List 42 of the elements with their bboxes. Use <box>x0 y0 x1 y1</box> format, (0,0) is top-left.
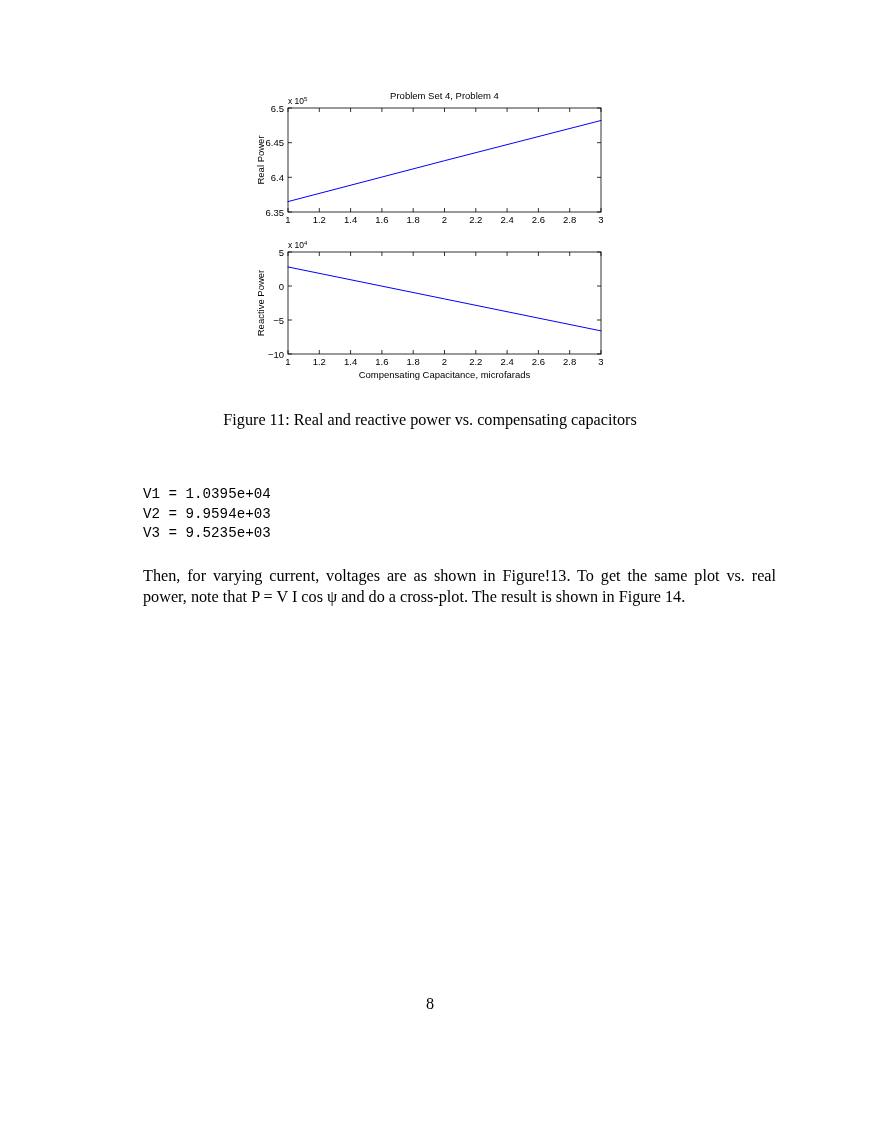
y-tick-label: 6.45 <box>265 137 284 149</box>
y-tick-label: 0 <box>278 280 284 292</box>
x-tick-label: 1.2 <box>312 214 326 225</box>
text: x 10$^{4}$ <box>288 240 309 250</box>
x-tick-label: 2.4 <box>500 214 514 225</box>
x-tick-label: 3 <box>598 356 604 367</box>
x-axis-title: Compensating Capacitance, microfarads <box>358 369 531 380</box>
x-tick-label: 1.6 <box>375 214 389 225</box>
x-tick-label: 2.6 <box>531 356 546 367</box>
x-tick-label: 1.8 <box>406 356 420 367</box>
x-tick-label: 1.8 <box>406 214 420 225</box>
text: V3 = 9.5235e+03 <box>143 524 271 543</box>
x-tick-label: 2.6 <box>531 214 546 225</box>
caption: Figure 11: Real and reactive power vs. compensating capacitors <box>223 410 637 431</box>
y-tick-label: 6.35 <box>265 206 284 218</box>
y-tick-label: 6.4 <box>270 171 284 183</box>
x-tick-label: 1 <box>285 356 291 367</box>
chart-title: Problem Set 4, Problem 4 <box>390 90 499 101</box>
text: Then, for varying current, voltages are as shown in Figure!13. To get the same plot vs. real power, note that P = V I cos ψ and do a cross-plot. The result is shown in Figure 14. <box>143 566 776 608</box>
x-tick-label: 2.8 <box>563 356 577 367</box>
x-tick-label: 1.4 <box>343 214 358 225</box>
y-tick-label: −10 <box>267 348 284 360</box>
x-tick-label: 2.4 <box>500 356 514 367</box>
x-tick-label: 3 <box>598 214 604 225</box>
text: V1 = 1.0395e+04 <box>143 485 271 504</box>
x-tick-label: 1.6 <box>375 356 389 367</box>
text: V2 = 9.9594e+03 <box>143 505 271 524</box>
x-tick-label: 1.4 <box>343 356 358 367</box>
y-tick-label: 5 <box>278 246 284 258</box>
y-axis-title: Real Power <box>255 135 266 185</box>
x-tick-label: 1.2 <box>312 356 326 367</box>
text: 8 <box>425 994 435 1015</box>
y-axis-title: Reactive Power <box>255 269 266 337</box>
x-tick-label: 2.8 <box>563 214 577 225</box>
text: x 10$^{5}$ <box>288 96 309 106</box>
x-tick-label: 2.2 <box>469 356 483 367</box>
x-tick-label: 2 <box>441 356 448 367</box>
x-tick-label: 2 <box>441 214 448 225</box>
y-tick-label: 6.5 <box>270 102 284 114</box>
x-tick-label: 1 <box>285 214 291 225</box>
x-tick-label: 2.2 <box>469 214 483 225</box>
y-tick-label: −5 <box>273 314 284 326</box>
